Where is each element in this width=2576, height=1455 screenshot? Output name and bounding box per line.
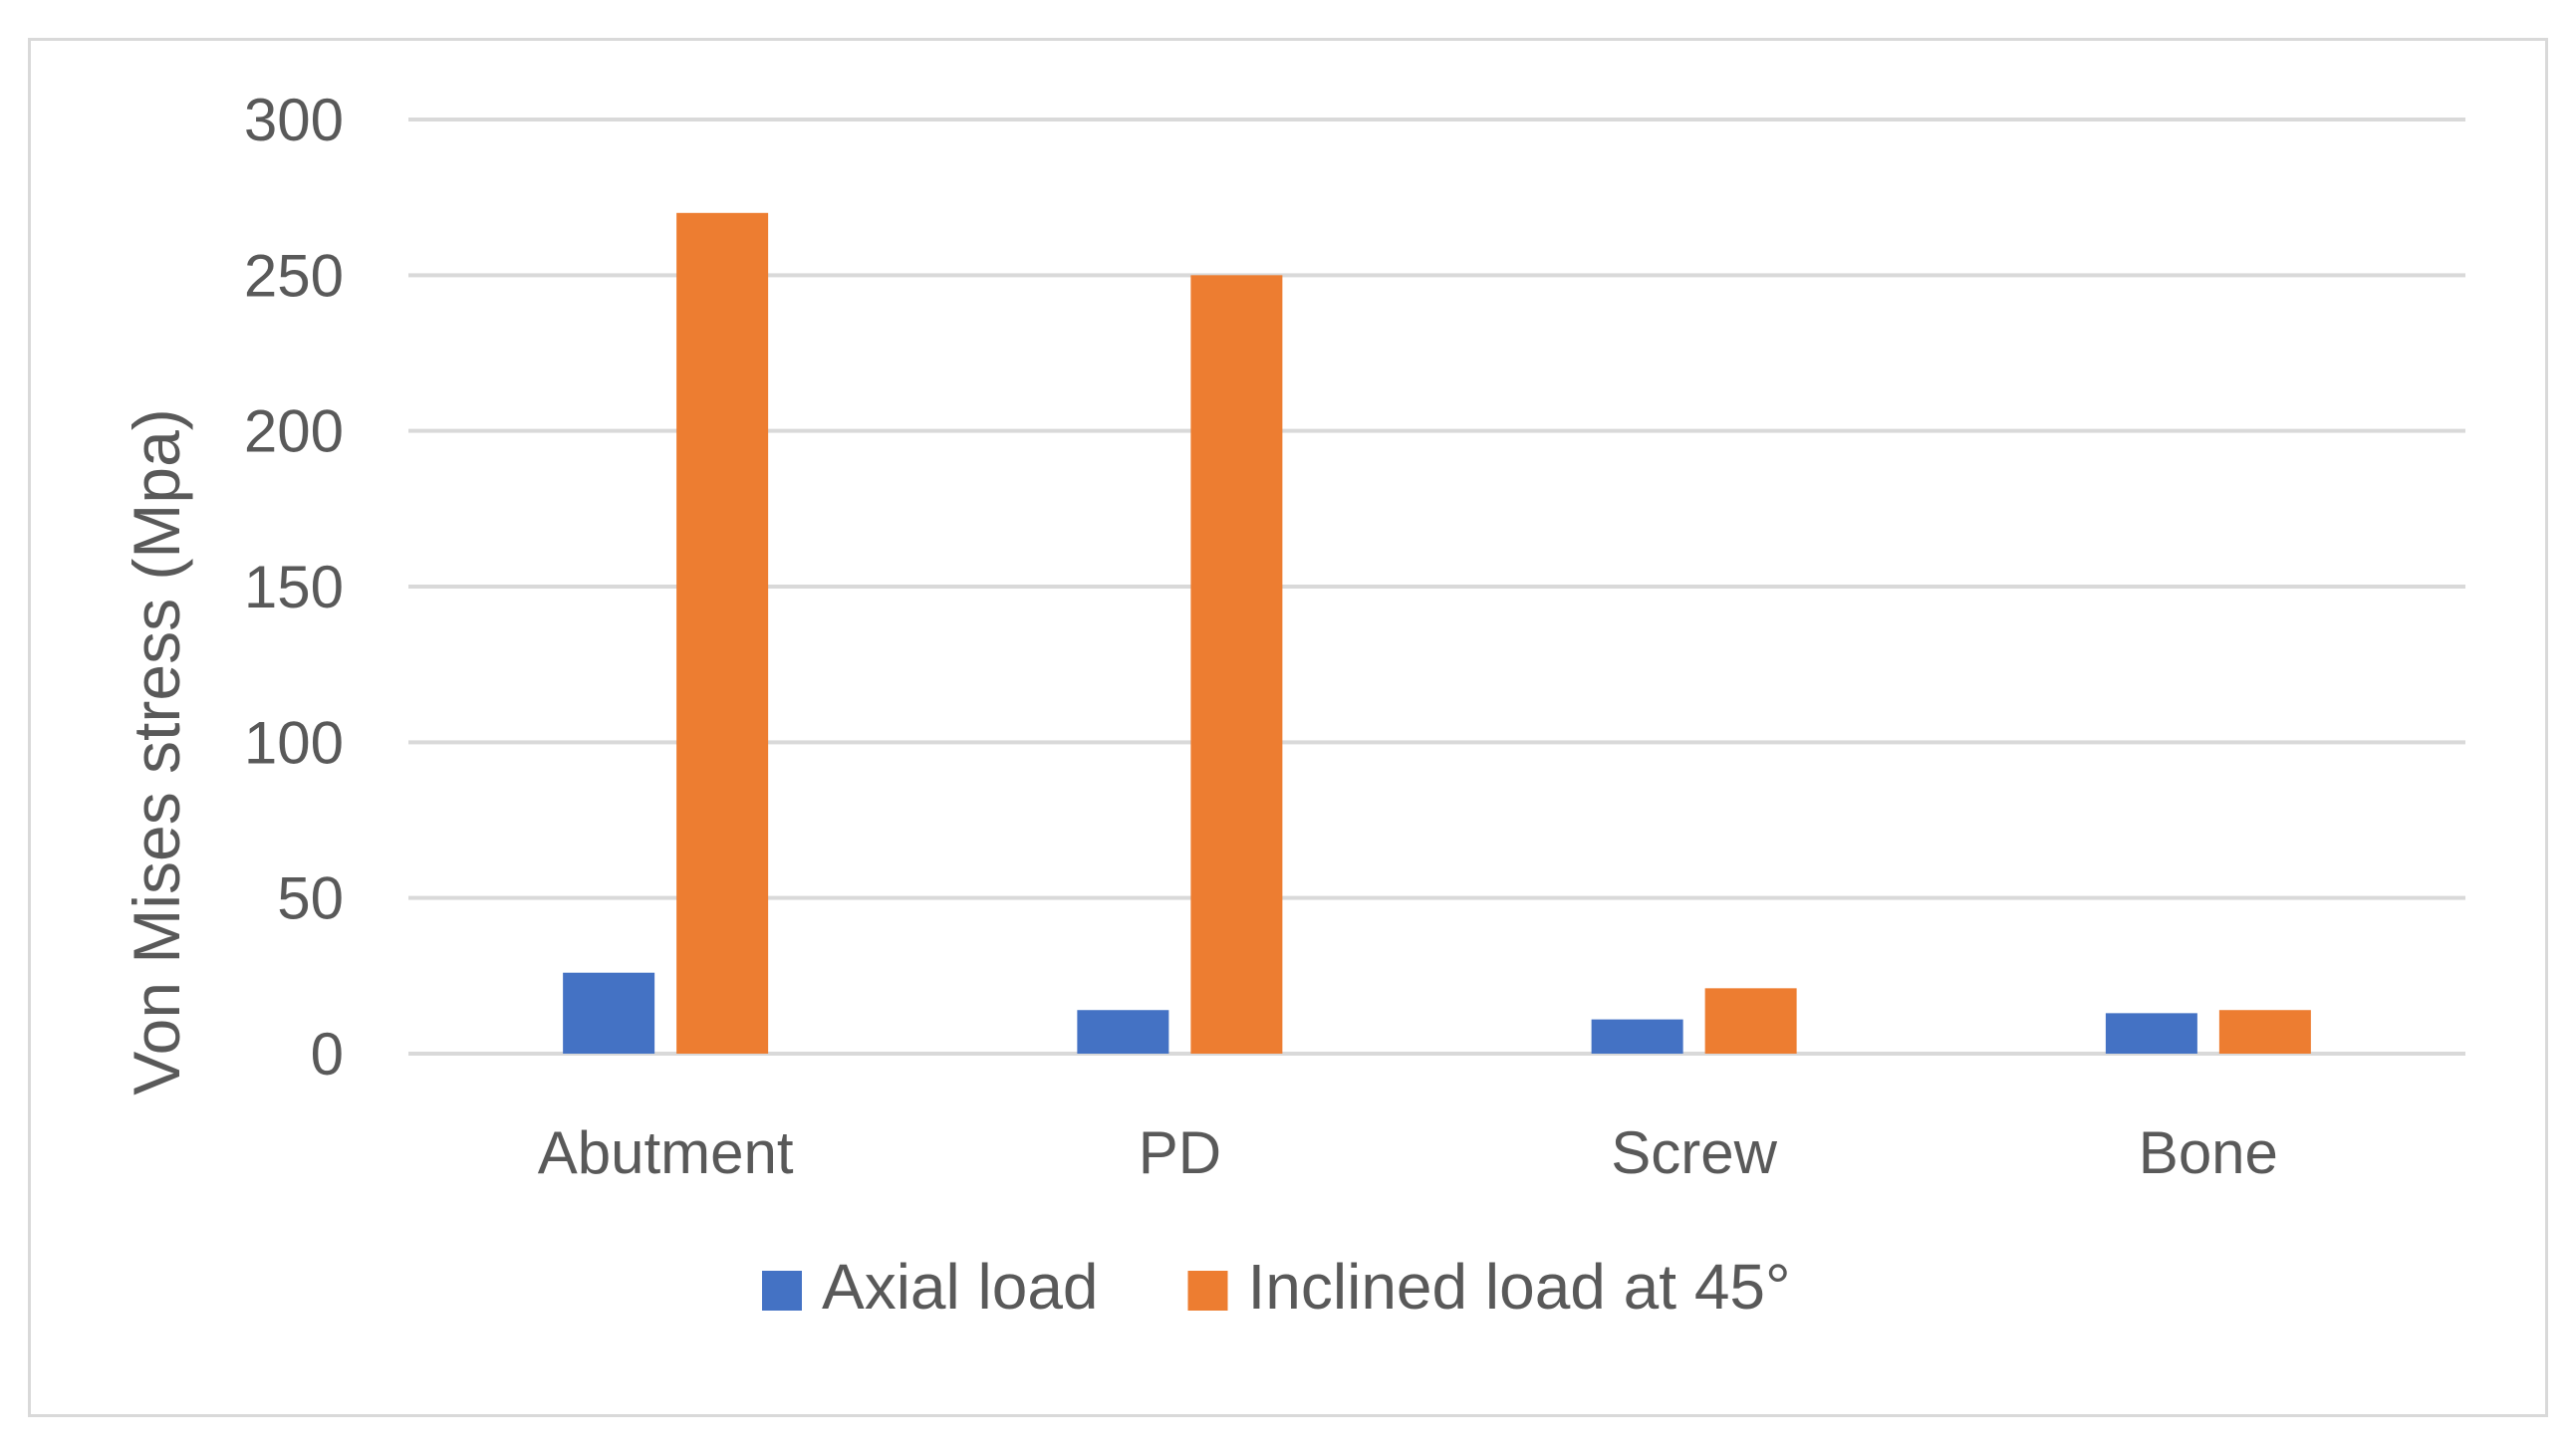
category-label: Screw: [1611, 1119, 1777, 1186]
bar-bone-series-2: [2218, 1010, 2311, 1054]
category-label: PD: [1139, 1119, 1221, 1186]
y-tick-label: 300: [244, 87, 344, 153]
y-tick-label: 200: [244, 398, 344, 465]
y-tick-labels: 0 50 100 150 200 250 300: [244, 87, 344, 1088]
legend-swatch: [762, 1271, 802, 1311]
legend-label: Inclined load at 45°: [1248, 1251, 1791, 1323]
bar-abutment-series-1: [563, 972, 655, 1054]
category-label: Abutment: [538, 1119, 794, 1186]
y-tick-label: 0: [311, 1021, 344, 1088]
y-tick-label: 150: [244, 554, 344, 620]
category-labels: Abutment PD Screw Bone: [538, 1119, 2278, 1186]
category-label: Bone: [2139, 1119, 2278, 1186]
y-tick-label: 100: [244, 709, 344, 776]
y-tick-label: 250: [244, 242, 344, 309]
bar-pd-series-2: [1190, 275, 1283, 1054]
bar-screw-series-1: [1591, 1019, 1683, 1054]
bar-screw-series-2: [1704, 988, 1797, 1054]
y-axis-title: Von Mises stress (Mpa): [120, 408, 193, 1095]
y-tick-label: 50: [277, 865, 344, 932]
legend: Axial load Inclined load at 45°: [762, 1251, 1791, 1323]
bar-bone-series-1: [2105, 1013, 2197, 1054]
bar-abutment-series-2: [676, 212, 769, 1055]
legend-swatch: [1187, 1271, 1228, 1311]
legend-label: Axial load: [822, 1251, 1099, 1323]
bars: [563, 212, 2311, 1055]
bar-pd-series-1: [1077, 1010, 1169, 1054]
chart-frame: [28, 38, 2548, 1417]
